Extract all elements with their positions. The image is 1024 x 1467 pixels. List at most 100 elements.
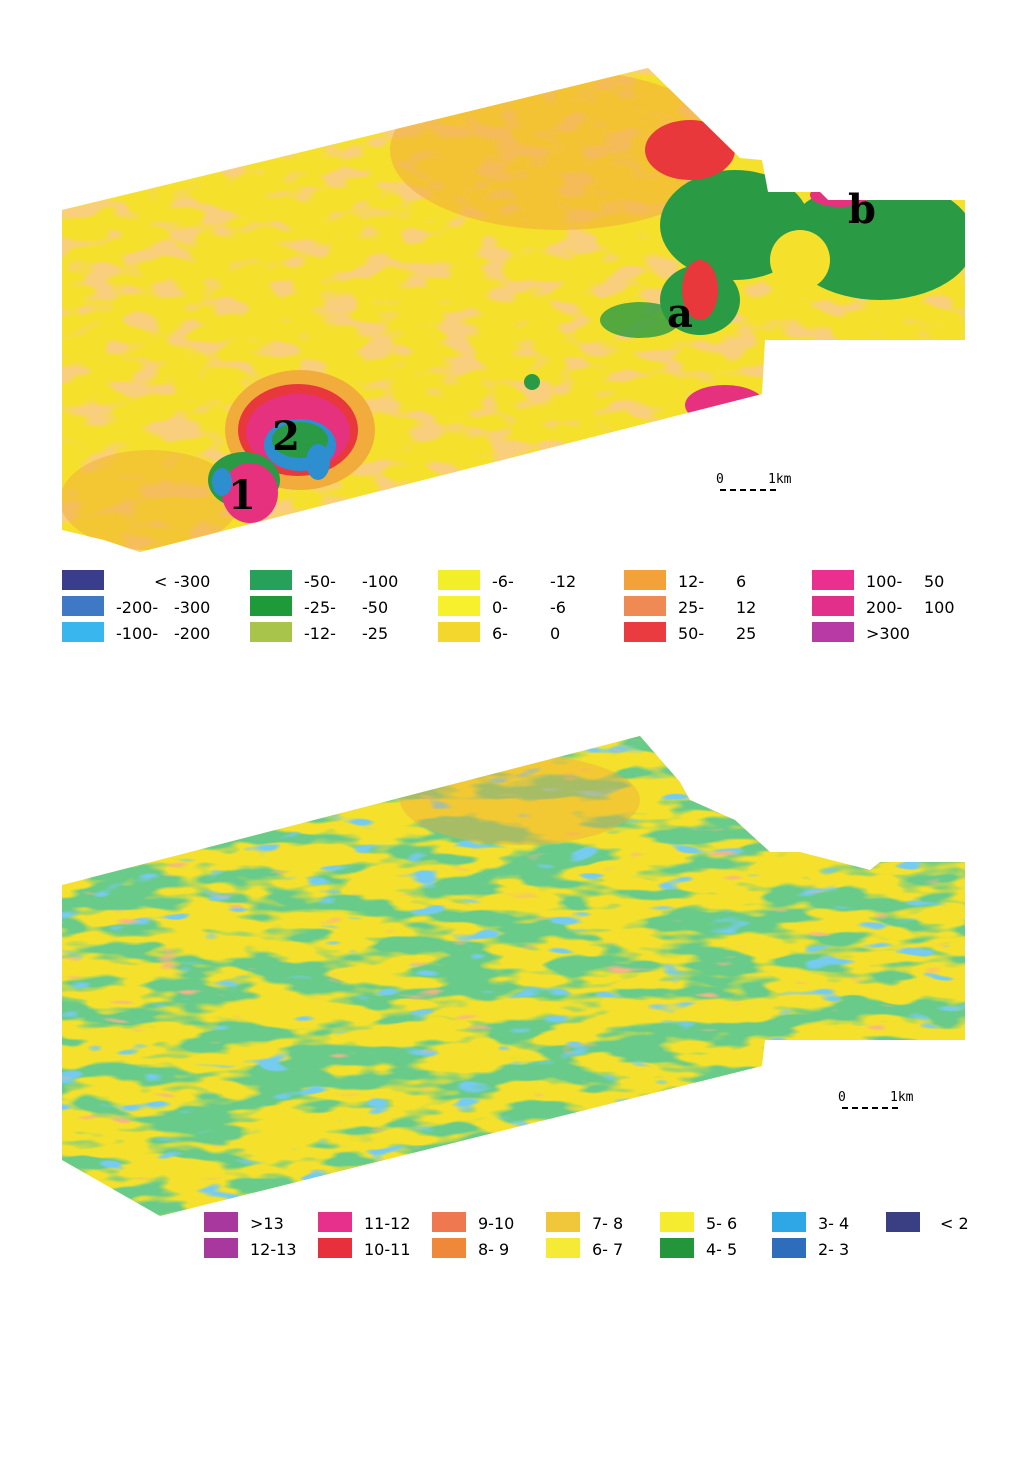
legend-bottom-label: 7- 8	[592, 1214, 624, 1233]
scale-zero-label: 0	[716, 472, 724, 487]
legend-top-swatch	[624, 570, 666, 590]
legend-top-label: <	[154, 572, 168, 591]
legend-bottom-item: 2- 3	[772, 1238, 884, 1260]
legend-bottom-swatch	[318, 1238, 352, 1258]
scale-km-label: 1km	[890, 1090, 914, 1105]
legend-bottom-label: 12-13	[250, 1240, 297, 1259]
legend-bottom-label: 8- 9	[478, 1240, 510, 1259]
legend-bottom-item: 9-10	[432, 1212, 544, 1234]
legend-top-label-end: -12	[550, 572, 577, 591]
legend-top-label: 100-	[866, 572, 903, 591]
legend-bottom-label: 6- 7	[592, 1240, 624, 1259]
legend-bottom-swatch	[432, 1212, 466, 1232]
legend-top-swatch	[438, 596, 480, 616]
legend-top-label: >300	[866, 624, 910, 643]
legend-top-label: 25-	[678, 598, 705, 617]
scale-zero-label: 0	[838, 1090, 846, 1105]
legend-top-label: 6-	[492, 624, 508, 643]
legend-top-item: 0- -6	[438, 596, 618, 618]
scale-bar-top: 0 1km	[716, 472, 806, 498]
legend-top-label: -50-	[304, 572, 336, 591]
legend-top-label-end: 50	[924, 572, 945, 591]
scale-bar-bottom: 0 1km	[838, 1090, 928, 1116]
scale-bar-line	[842, 1107, 898, 1109]
legend-top-swatch	[438, 622, 480, 642]
legend-top-swatch	[250, 570, 292, 590]
legend-top-label-end: -300	[174, 598, 211, 617]
legend-top-label-end: 6	[736, 572, 747, 591]
legend-top-label: 12-	[678, 572, 705, 591]
legend-bottom-swatch	[432, 1238, 466, 1258]
legend-top-label-end: -200	[174, 624, 211, 643]
legend-top-swatch	[62, 596, 104, 616]
legend-top-label: -12-	[304, 624, 336, 643]
legend-bottom-item: 7- 8	[546, 1212, 658, 1234]
legend-top-label: -6-	[492, 572, 514, 591]
legend-bottom-swatch	[204, 1238, 238, 1258]
legend-bottom-item: < 2	[886, 1212, 998, 1234]
legend-bottom-swatch	[546, 1212, 580, 1232]
legend-top-label-end: 12	[736, 598, 757, 617]
legend-top-item: < -300	[62, 570, 242, 592]
legend-top-item: 25- 12	[624, 596, 804, 618]
legend-top-label-end: 100	[924, 598, 955, 617]
legend-top-swatch	[250, 622, 292, 642]
legend-bottom-swatch	[772, 1238, 806, 1258]
legend-top-label-end: -300	[174, 572, 211, 591]
legend-top-swatch	[812, 596, 854, 616]
legend-bottom-label: 10-11	[364, 1240, 411, 1259]
legend-bottom-swatch	[204, 1212, 238, 1232]
legend-bottom-label: >13	[250, 1214, 284, 1233]
legend-top-item: -25- -50	[250, 596, 430, 618]
legend-top-label: 50-	[678, 624, 705, 643]
legend-top-label-end: -25	[362, 624, 389, 643]
legend-top-label: -200-	[116, 598, 159, 617]
legend-top-item: -12- -25	[250, 622, 430, 644]
legend-top-label: -100-	[116, 624, 159, 643]
legend-bottom-label: 2- 3	[818, 1240, 850, 1259]
legend-bottom-swatch	[660, 1212, 694, 1232]
legend-bottom-label: 3- 4	[818, 1214, 850, 1233]
marker-2: 2	[272, 413, 300, 460]
legend-bottom-item: 12-13	[204, 1238, 316, 1260]
legend-bottom-label: 4- 5	[706, 1240, 738, 1259]
legend-top-item: -50- -100	[250, 570, 430, 592]
legend-bottom-item: 4- 5	[660, 1238, 772, 1260]
legend-bottom-swatch	[886, 1212, 920, 1232]
legend-top-label-end: -50	[362, 598, 389, 617]
legend-top-item: 50- 25	[624, 622, 804, 644]
legend-bottom-item: 8- 9	[432, 1238, 544, 1260]
legend-bottom-label: < 2	[940, 1214, 969, 1233]
legend-bottom-item: 3- 4	[772, 1212, 884, 1234]
legend-bottom-item: 11-12	[318, 1212, 430, 1234]
legend-top-item: 6- 0	[438, 622, 618, 644]
legend-top-label: 0-	[492, 598, 508, 617]
legend-top-swatch	[62, 570, 104, 590]
legend-bottom-swatch	[546, 1238, 580, 1258]
legend-top-item: >300	[812, 622, 992, 644]
legend-top-swatch	[812, 622, 854, 642]
legend-top-item: -100- -200	[62, 622, 242, 644]
marker-b: b	[848, 186, 876, 233]
legend-top-item: 100- 50	[812, 570, 992, 592]
legend-bottom-item: 6- 7	[546, 1238, 658, 1260]
scale-km-label: 1km	[768, 472, 792, 487]
legend-bottom-item: 10-11	[318, 1238, 430, 1260]
scale-bar-line	[720, 489, 776, 491]
legend-bottom-swatch	[772, 1212, 806, 1232]
legend-top-item: -200- -300	[62, 596, 242, 618]
legend-top-label: -25-	[304, 598, 336, 617]
legend-bottom-label: 5- 6	[706, 1214, 738, 1233]
legend-top-label-end: -6	[550, 598, 566, 617]
legend-top-swatch	[812, 570, 854, 590]
marker-1: 1	[228, 472, 256, 519]
legend-top-label-end: 0	[550, 624, 561, 643]
legend-top-label: 200-	[866, 598, 903, 617]
legend-bottom-item: 5- 6	[660, 1212, 772, 1234]
legend-bottom-label: 11-12	[364, 1214, 411, 1233]
legend-top-swatch	[62, 622, 104, 642]
legend-top-label-end: 25	[736, 624, 757, 643]
legend-bottom-swatch	[318, 1212, 352, 1232]
legend-bottom-label: 9-10	[478, 1214, 515, 1233]
